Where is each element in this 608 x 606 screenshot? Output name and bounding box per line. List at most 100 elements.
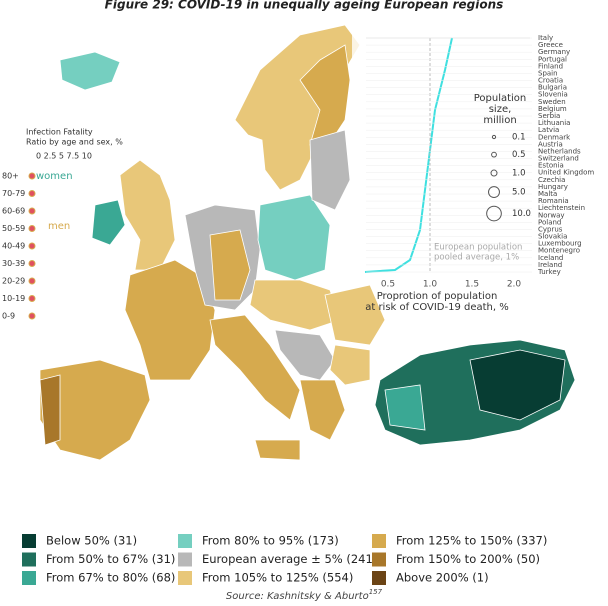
ireland bbox=[91, 199, 126, 246]
country-label: Czechia bbox=[538, 176, 565, 184]
country-label: Germany bbox=[538, 48, 570, 56]
legend-swatch bbox=[22, 534, 36, 548]
age-label: 70-79 bbox=[2, 189, 25, 198]
age-label: 60-69 bbox=[2, 207, 25, 216]
bulgaria bbox=[329, 344, 371, 386]
country-label: Poland bbox=[538, 218, 561, 226]
age-label: 50-59 bbox=[2, 224, 25, 233]
country-label: Spain bbox=[538, 69, 558, 77]
romania bbox=[324, 284, 386, 346]
country-label: Slovenia bbox=[538, 91, 568, 99]
country-label: Finland bbox=[538, 62, 563, 70]
legend-swatch bbox=[178, 534, 192, 548]
size-circle bbox=[490, 169, 498, 177]
legend-label: From 105% to 125% (554) bbox=[202, 571, 353, 585]
country-label: Montenegro bbox=[538, 247, 580, 255]
age-dot bbox=[28, 242, 36, 250]
country-label: Serbia bbox=[538, 112, 560, 120]
country-label: Croatia bbox=[538, 77, 563, 85]
legend-swatch bbox=[22, 571, 36, 585]
age-label: 10-19 bbox=[2, 294, 25, 303]
country-label: Cyprus bbox=[538, 225, 563, 233]
country-label: Latvia bbox=[538, 126, 559, 134]
age-dot bbox=[28, 190, 36, 197]
country-label: Ireland bbox=[538, 261, 562, 269]
legend-label: From 150% to 200% (50) bbox=[396, 552, 540, 566]
legend-label: From 50% to 67% (31) bbox=[46, 552, 175, 566]
sicily bbox=[254, 439, 301, 461]
age-dot bbox=[28, 277, 36, 285]
size-circle bbox=[488, 186, 500, 199]
legend-swatch bbox=[372, 552, 386, 567]
legend-label: From 125% to 150% (337) bbox=[396, 534, 547, 548]
legend-label: European average ± 5% (241) bbox=[202, 552, 377, 566]
men-label: men bbox=[48, 221, 70, 232]
inset-bg bbox=[352, 30, 532, 280]
age-label: 30-39 bbox=[2, 259, 25, 268]
legend-label: From 80% to 95% (173) bbox=[202, 534, 339, 548]
size-label: 0.1 bbox=[512, 133, 526, 143]
average-note: pooled average, 1% bbox=[434, 253, 519, 263]
size-label: 10.0 bbox=[512, 209, 531, 219]
size-circle bbox=[486, 205, 502, 222]
x-axis-label: at risk of COVID-19 death, % bbox=[365, 302, 509, 313]
country-label: Greece bbox=[538, 41, 563, 49]
x-tick-label: 2.0 bbox=[507, 280, 522, 290]
map bbox=[39, 24, 576, 461]
age-dot bbox=[28, 312, 36, 320]
title: Figure 29: COVID-19 in unequally ageing … bbox=[105, 0, 504, 12]
size-circle bbox=[491, 134, 497, 140]
x-tick-label: 1.0 bbox=[423, 280, 438, 290]
country-label: Norway bbox=[538, 211, 565, 219]
age-dot bbox=[28, 295, 36, 302]
greece bbox=[299, 379, 346, 441]
size-title: million bbox=[483, 115, 516, 126]
finland bbox=[299, 44, 351, 151]
size-title: Population bbox=[474, 93, 527, 104]
age-label: 80+ bbox=[2, 172, 19, 181]
age-label: 20-29 bbox=[2, 277, 25, 286]
country-label: Netherlands bbox=[538, 147, 581, 155]
legend-label: From 67% to 80% (68) bbox=[46, 571, 175, 585]
turkey-west bbox=[384, 384, 426, 431]
italy bbox=[209, 314, 301, 421]
baltics bbox=[309, 129, 351, 211]
ifr-ticks: 0 2.5 5 7.5 10 bbox=[36, 152, 92, 161]
legend-swatch bbox=[372, 571, 386, 585]
age-dot bbox=[28, 225, 36, 232]
country-label: Austria bbox=[538, 140, 563, 148]
size-label: 0.5 bbox=[512, 150, 526, 160]
source: Source: Kashnitsky & Aburto157 bbox=[226, 588, 383, 602]
poland bbox=[257, 194, 331, 281]
country-label: Denmark bbox=[538, 133, 571, 141]
france bbox=[124, 259, 216, 381]
women-label: women bbox=[36, 171, 73, 182]
country-label: Iceland bbox=[538, 254, 563, 262]
source-text: Source: Kashnitsky & Aburto bbox=[226, 591, 369, 602]
average-note: European population bbox=[434, 243, 522, 253]
source-ref: 157 bbox=[369, 588, 383, 596]
country-label: Malta bbox=[538, 190, 557, 198]
age-dot bbox=[28, 207, 36, 215]
country-label: Switzerland bbox=[538, 155, 579, 163]
portugal bbox=[39, 374, 61, 446]
ifr-title: Infection Fatality bbox=[26, 128, 93, 137]
age-dot bbox=[28, 260, 36, 267]
country-label: Lithuania bbox=[538, 119, 570, 127]
country-label: Turkey bbox=[537, 268, 561, 276]
country-label: Portugal bbox=[538, 55, 567, 63]
size-title: size, bbox=[489, 104, 512, 115]
age-label: 40-49 bbox=[2, 242, 25, 251]
country-label: Romania bbox=[538, 197, 569, 205]
turkey-east bbox=[469, 349, 566, 421]
age-label: 0-9 bbox=[2, 312, 15, 321]
country-label: Slovakia bbox=[538, 233, 567, 241]
country-label: Luxembourg bbox=[538, 240, 582, 248]
cumulative-line bbox=[364, 37, 453, 273]
x-axis-label: Proprotion of population bbox=[377, 291, 498, 302]
country-label: United Kingdom bbox=[538, 169, 594, 177]
germany-inner bbox=[209, 229, 251, 301]
country-label: Sweden bbox=[538, 98, 566, 106]
size-circle bbox=[491, 151, 497, 158]
